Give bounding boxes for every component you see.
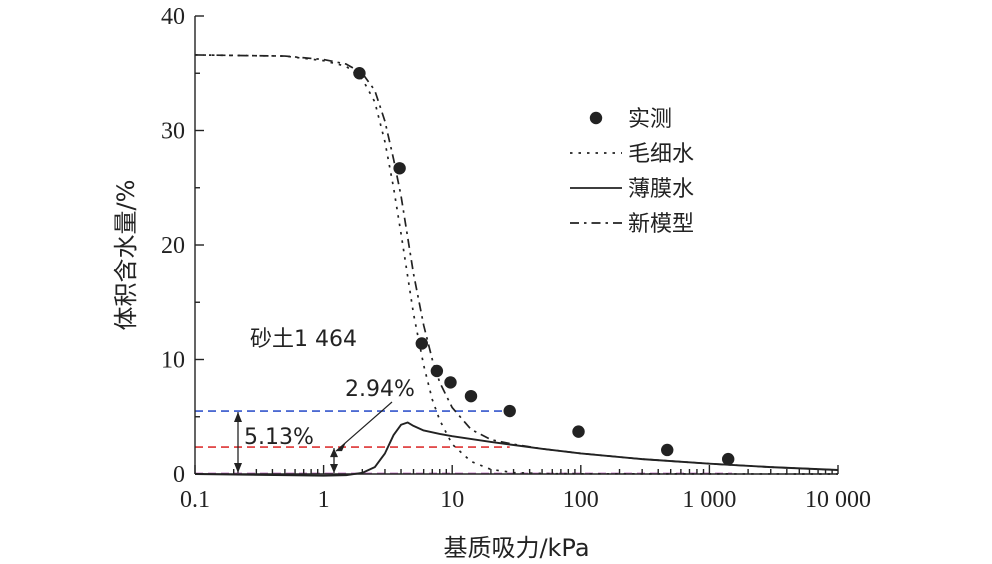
measured-point-0 [353,67,366,80]
legend-label-dashdot: 新模型 [628,212,694,237]
x-axis-label: 基质吸力/kPa [443,534,589,562]
x-ticks: 0.1 1 10 100 1 000 10 000 [180,465,871,513]
peak-arrow-head-top [330,448,338,458]
peak-percent-label: 2.94% [345,377,415,402]
annotations: 砂土1 464 2.94% 5.13% [234,327,415,473]
x-tick-label-0-1: 0.1 [180,487,210,513]
sample-label: 砂土1 464 [250,327,357,352]
x-tick-label-100: 100 [563,487,599,513]
measured-point-8 [661,443,674,457]
legend-item-dotted: 毛细水 [570,142,694,167]
measured-point-4 [444,376,457,389]
y-tick-label-10: 10 [161,348,185,374]
y-ticks: 0 10 20 30 40 [161,4,204,488]
legend-label-solid: 薄膜水 [628,177,694,202]
y-tick-label-0: 0 [173,462,185,488]
measured-point-1 [393,162,406,175]
y-tick-label-20: 20 [161,233,185,259]
y-tick-label-30: 30 [161,119,185,145]
measured-point-9 [721,452,735,466]
x-tick-label-10: 10 [440,487,464,513]
series-line-dashdot [194,54,839,471]
legend-marker [589,111,603,125]
x-tick-label-10-000: 10 000 [805,487,871,513]
measured-point-7 [572,425,585,438]
legend-item-dashdot: 新模型 [570,212,694,237]
measured-point-6 [503,404,516,418]
legend-label-dotted: 毛细水 [628,142,694,167]
legend-item-solid: 薄膜水 [570,177,694,202]
peak-leader-head [336,442,346,452]
y-axis-label: 体积含水量/% [112,180,140,331]
peak-arrow-head-bottom [330,464,338,473]
annotation-arrows [234,401,393,473]
series-layer [194,54,839,477]
legend-item-marker: 实测 [589,107,672,132]
plot-area [194,54,839,477]
measured-point-5 [464,389,478,403]
measured-point-2 [415,337,428,350]
measured-markers [353,67,735,466]
legend-label-marker: 实测 [628,107,672,132]
x-tick-label-1: 1 [318,487,330,513]
range-percent-label: 5.13% [244,425,314,450]
range-arrow-head-bottom [234,463,242,473]
y-tick-label-40: 40 [161,4,185,30]
x-tick-label-1-000: 1 000 [682,487,736,513]
range-arrow-head-top [234,412,242,423]
measured-point-3 [430,364,444,378]
